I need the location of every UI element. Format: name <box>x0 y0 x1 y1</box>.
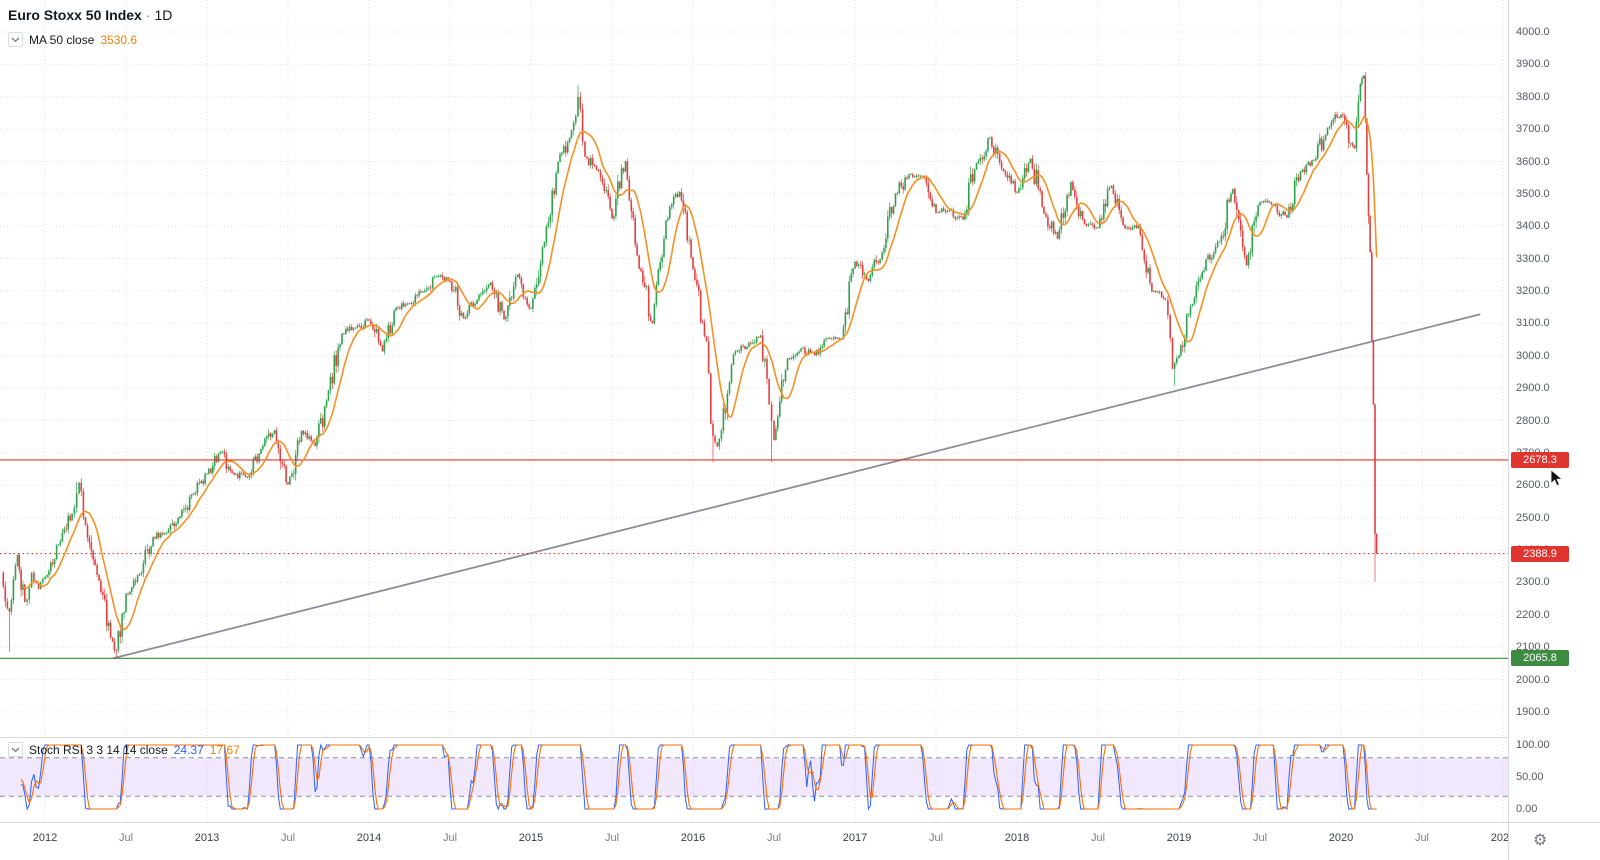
time-axis-year-label: 2019 <box>1166 832 1192 844</box>
time-axis-year-label: 2021 <box>1490 832 1508 844</box>
stoch-chevron-down-icon[interactable] <box>8 742 23 757</box>
stoch-indicator-label[interactable]: Stoch RSI 3 3 14 14 close <box>29 742 168 757</box>
mouse-cursor-icon <box>1550 468 1564 494</box>
time-axis-month-label: Jul <box>766 832 782 844</box>
time-axis-year-label: 2018 <box>1004 832 1030 844</box>
ma-indicator-row: MA 50 close 3530.6 <box>8 32 172 47</box>
stoch-tick-label: 50.00 <box>1516 771 1544 783</box>
time-axis-month-label: Jul <box>928 832 944 844</box>
price-tick-label: 2800.0 <box>1516 414 1550 427</box>
time-axis-year-label: 2012 <box>32 832 58 844</box>
stoch-legend: Stoch RSI 3 3 14 14 close 24.37 17.67 <box>8 742 240 757</box>
price-pane-canvas[interactable] <box>0 0 1508 737</box>
time-axis-month-label: Jul <box>280 832 296 844</box>
time-axis-year-label: 2020 <box>1328 832 1354 844</box>
last-price-tag[interactable]: 2388.9 <box>1511 545 1569 562</box>
price-tick-label: 3200.0 <box>1516 285 1550 298</box>
stoch-tick-label: 100.00 <box>1516 739 1550 751</box>
price-tick-label: 2500.0 <box>1516 511 1550 524</box>
price-tick-label: 3100.0 <box>1516 317 1550 330</box>
time-axis-month-label: Jul <box>604 832 620 844</box>
time-axis[interactable]: 2012 Jul 2013 Jul 2014 Jul 2015 Jul 2016 Jul 2017 J… <box>0 822 1508 860</box>
ma-indicator-label[interactable]: MA 50 close <box>29 32 95 47</box>
time-axis-year-label: 2014 <box>356 832 382 844</box>
price-tick-label: 3300.0 <box>1516 252 1550 265</box>
stoch-indicator-row: Stoch RSI 3 3 14 14 close 24.37 17.67 <box>8 742 240 757</box>
time-axis-year-label: 2013 <box>194 832 220 844</box>
ma-indicator-value: 3530.6 <box>100 32 138 47</box>
price-tick-label: 2900.0 <box>1516 382 1550 395</box>
price-tick-label: 3400.0 <box>1516 220 1550 233</box>
stoch-pane-canvas[interactable] <box>0 737 1508 822</box>
chart-region[interactable]: Euro Stoxx 50 Index · 1D MA 50 close 3530.… <box>0 0 1508 822</box>
price-tick-label: 2000.0 <box>1516 673 1550 686</box>
stoch-k-value: 24.37 <box>173 742 204 757</box>
price-axis[interactable]: 4000.0 3900.0 3800.0 3700.0 3600.0 3500.0 3400… <box>1508 0 1600 822</box>
axis-corner: ⚙ <box>1508 822 1600 860</box>
time-axis-month-label: Jul <box>118 832 134 844</box>
symbol-name[interactable]: Euro Stoxx 50 Index <box>8 7 142 23</box>
time-axis-month-label: Jul <box>1090 832 1106 844</box>
chevron-down-icon[interactable] <box>8 32 23 47</box>
time-axis-year-label: 2017 <box>842 832 868 844</box>
stoch-d-value: 17.67 <box>209 742 240 757</box>
symbol-legend: Euro Stoxx 50 Index · 1D MA 50 close 3530.… <box>8 7 172 47</box>
timeframe-label[interactable]: 1D <box>154 7 173 23</box>
settings-gear-icon[interactable]: ⚙ <box>1533 832 1548 849</box>
price-line-tag[interactable]: 2678.3 <box>1511 451 1569 468</box>
price-tick-label: 1900.0 <box>1516 705 1550 718</box>
title-separator: · <box>145 7 151 23</box>
price-tick-label: 3700.0 <box>1516 123 1550 136</box>
price-tick-label: 2200.0 <box>1516 608 1550 621</box>
price-tick-label: 3600.0 <box>1516 155 1550 168</box>
price-line-tag[interactable]: 2065.8 <box>1511 650 1569 667</box>
price-tick-label: 2300.0 <box>1516 576 1550 589</box>
pane-separator[interactable] <box>0 737 1600 738</box>
time-axis-month-label: Jul <box>442 832 458 844</box>
symbol-title-row: Euro Stoxx 50 Index · 1D <box>8 7 172 23</box>
time-axis-month-label: Jul <box>1252 832 1268 844</box>
price-tick-label: 3000.0 <box>1516 349 1550 362</box>
time-axis-year-label: 2016 <box>680 832 706 844</box>
time-axis-year-label: 2015 <box>518 832 544 844</box>
time-axis-month-label: Jul <box>1414 832 1429 844</box>
stoch-tick-label: 0.00 <box>1516 803 1538 815</box>
price-tick-label: 2100.0 <box>1516 641 1550 654</box>
price-tick-label: 3500.0 <box>1516 187 1550 200</box>
price-tick-label: 3900.0 <box>1516 58 1550 71</box>
price-tick-label: 2600.0 <box>1516 479 1550 492</box>
price-tick-label: 3800.0 <box>1516 90 1550 103</box>
price-tick-label: 4000.0 <box>1516 25 1550 38</box>
